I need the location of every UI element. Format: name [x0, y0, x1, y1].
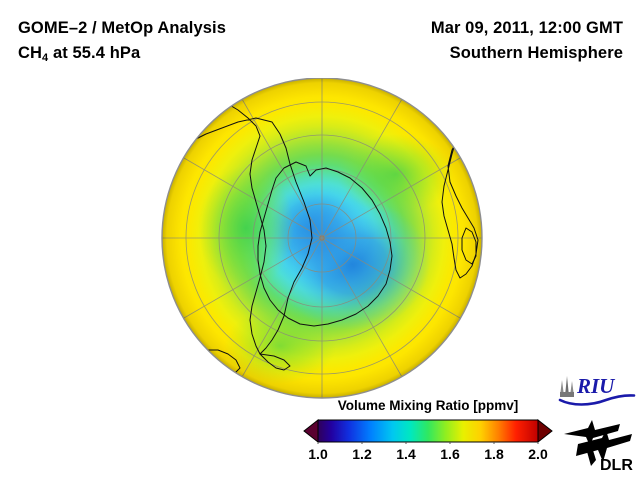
- colorbar-title: Volume Mixing Ratio [ppmv]: [337, 398, 519, 413]
- dlr-logo: DLR: [562, 414, 636, 474]
- dlr-wordmark: DLR: [600, 457, 633, 474]
- globe-disc: [161, 78, 483, 399]
- colorbar-tickmarks: [317, 442, 539, 444]
- globe-svg: [161, 78, 483, 399]
- colorbar-ramp: [317, 419, 539, 443]
- riu-wave-icon: [558, 394, 636, 406]
- smokestack-icon: [560, 376, 574, 397]
- green-tongue-east: [338, 134, 454, 214]
- colorbar-tick-label: 1.0: [308, 446, 328, 462]
- species-level-label: CH4 at 55.4 hPa: [18, 44, 141, 64]
- colorbar-tick-label: 1.2: [352, 446, 372, 462]
- page-title: GOME–2 / MetOp Analysis: [18, 19, 226, 37]
- green-tongue-west: [198, 166, 294, 290]
- colorbar-tick-labels: 1.0 1.2 1.4 1.6 1.8 2.0: [300, 446, 556, 468]
- colorbar-gradient: [303, 418, 553, 444]
- globe-map: [160, 78, 484, 402]
- hemisphere-label: Southern Hemisphere: [449, 44, 623, 62]
- colorbar-tick-label: 1.8: [484, 446, 504, 462]
- species-subscript: 4: [42, 52, 49, 64]
- dlr-logo-svg: DLR: [564, 420, 633, 474]
- colorbar-tick-label: 1.6: [440, 446, 460, 462]
- riu-logo: RIU: [556, 372, 636, 406]
- globe-outline: [161, 78, 483, 399]
- green-tongue-south: [224, 308, 336, 384]
- colorbar-tick-label: 1.4: [396, 446, 416, 462]
- colorbar: Volume Mixing Ratio [ppmv] 1.0 1.2 1.4 1.6 1…: [300, 398, 556, 476]
- riu-logo-svg: RIU: [558, 374, 636, 406]
- colorbar-cap-min: [303, 418, 319, 444]
- dlr-mark-icon: [564, 420, 632, 466]
- species-name: CH: [18, 44, 43, 62]
- colorbar-tick-label: 2.0: [528, 446, 548, 462]
- datetime-label: Mar 09, 2011, 12:00 GMT: [430, 19, 623, 37]
- riu-wordmark: RIU: [576, 374, 616, 398]
- pressure-level: at 55.4 hPa: [48, 44, 141, 62]
- colorbar-cap-max: [537, 418, 553, 444]
